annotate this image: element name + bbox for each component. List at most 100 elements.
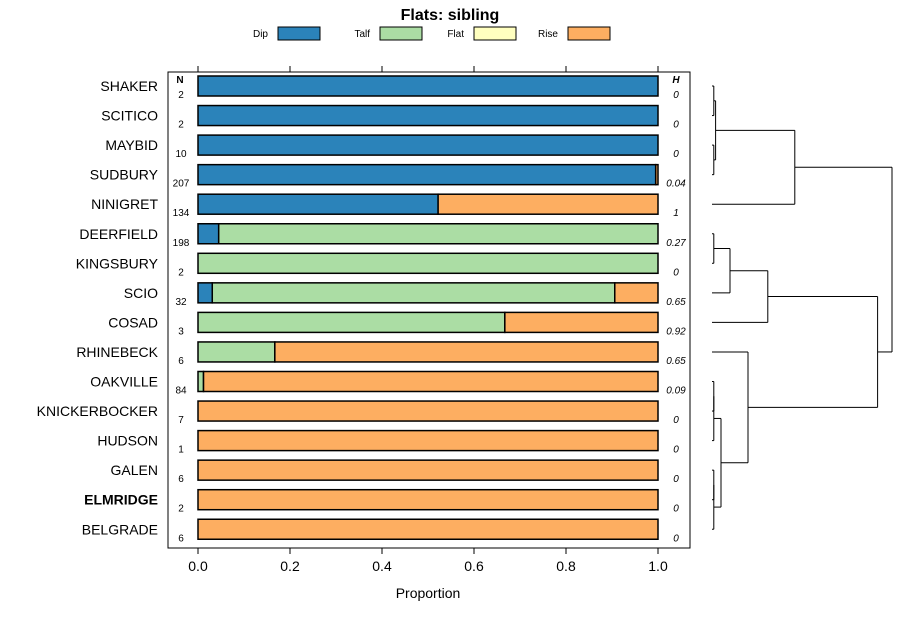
bar-segment-talf [197, 252, 659, 275]
h-value: 0 [673, 120, 679, 131]
n-value: 207 [173, 179, 190, 190]
row-rhinebeck: RHINEBECK 6 0.65 [76, 341, 686, 367]
row-belgrade: BELGRADE 6 0 [82, 518, 679, 544]
row-label: COSAD [108, 314, 158, 330]
row-label: GALEN [111, 462, 158, 478]
legend-swatch-flat [473, 26, 517, 41]
row-oakville: OAKVILLE 84 0.09 [90, 370, 686, 397]
legend-label-talf: Talf [354, 29, 370, 40]
h-value: 0 [673, 267, 679, 278]
legend-swatch-talf [379, 26, 423, 41]
n-value: 2 [178, 90, 184, 101]
x-axis-label: Proportion [396, 585, 461, 601]
bar-segment-rise [197, 488, 659, 511]
legend: Dip Talf Flat Rise [253, 26, 611, 41]
row-label: BELGRADE [82, 521, 158, 537]
bar-segment-rise [197, 459, 659, 481]
row-galen: GALEN 6 0 [111, 459, 679, 485]
n-value: 84 [175, 386, 187, 397]
h-value: 0.09 [666, 386, 686, 397]
x-tick-label: 0.8 [556, 558, 576, 574]
bar-segment-dip [197, 104, 659, 127]
bar-segment-rise [197, 400, 659, 422]
row-knickerbocker: KNICKERBOCKER 7 0 [37, 400, 679, 426]
row-label: NINIGRET [91, 196, 158, 212]
row-label: RHINEBECK [76, 344, 158, 360]
row-label: ELMRIDGE [84, 492, 158, 508]
row-label: KNICKERBOCKER [37, 403, 158, 419]
bar-segment-rise [614, 282, 659, 304]
h-value: 0.04 [666, 179, 686, 190]
bar-segment-dip [197, 163, 657, 186]
row-shaker: SHAKER 2 0 [100, 75, 679, 101]
bar-segment-talf [211, 282, 616, 304]
legend-label-flat: Flat [447, 29, 464, 40]
legend-label-dip: Dip [253, 29, 268, 40]
row-label: SHAKER [100, 78, 158, 94]
bar-segment-rise [274, 341, 659, 363]
bar-segment-dip [197, 282, 214, 304]
top-ticks [197, 66, 659, 72]
x-tick-label: 0.4 [372, 558, 392, 574]
row-label: KINGSBURY [76, 255, 159, 271]
n-value: 6 [178, 474, 184, 485]
bar-segment-talf [197, 311, 506, 334]
row-label: MAYBID [105, 137, 158, 153]
h-value: 0 [673, 90, 679, 101]
n-value: 6 [178, 356, 184, 367]
h-value: 0 [673, 474, 679, 485]
n-value: 7 [178, 415, 184, 426]
bar-segment-rise [654, 163, 659, 186]
bottom-ticks: 0.0 0.2 0.4 0.6 0.8 1.0 [188, 548, 668, 574]
row-hudson: HUDSON 1 0 [97, 429, 679, 456]
row-scitico: SCITICO 2 0 [101, 104, 679, 131]
row-scio: SCIO 32 0.65 [124, 282, 686, 308]
n-value: 3 [178, 326, 184, 337]
bar-segment-dip [197, 75, 659, 97]
h-value: 0 [673, 504, 679, 515]
row-sudbury: SUDBURY 207 0.04 [90, 163, 686, 190]
h-value: 0.65 [666, 297, 686, 308]
row-cosad: COSAD 3 0.92 [108, 311, 686, 337]
row-label: SCITICO [101, 108, 158, 124]
x-tick-label: 0.2 [280, 558, 300, 574]
h-value: 0 [673, 533, 679, 544]
bar-segment-rise [197, 429, 659, 452]
row-label: SUDBURY [90, 167, 159, 183]
n-value: 134 [173, 208, 190, 219]
row-label: OAKVILLE [90, 374, 158, 390]
plot-panel [167, 71, 691, 549]
legend-swatch-rise [567, 26, 611, 41]
h-value: 0.65 [666, 356, 686, 367]
row-maybid: MAYBID 10 0 [105, 134, 679, 160]
x-tick-label: 0.6 [464, 558, 484, 574]
n-value: 10 [175, 149, 187, 160]
row-kingsbury: KINGSBURY 2 0 [76, 252, 679, 278]
row-ninigret: NINIGRET 134 1 [91, 193, 679, 219]
n-header: N [176, 75, 183, 86]
h-header: H [672, 75, 680, 86]
n-value: 1 [178, 445, 184, 456]
bar-segment-rise [197, 518, 659, 540]
n-value: 32 [175, 297, 187, 308]
n-value: 2 [178, 120, 184, 131]
n-value: 6 [178, 533, 184, 544]
h-value: 0.92 [666, 326, 686, 337]
h-value: 1 [673, 208, 679, 219]
bar-segment-rise [202, 370, 659, 393]
legend-label-rise: Rise [538, 29, 558, 40]
row-label: HUDSON [97, 433, 158, 449]
bar-segment-talf [197, 370, 205, 393]
row-deerfield: DEERFIELD 198 0.27 [79, 223, 686, 249]
x-tick-label: 0.0 [188, 558, 208, 574]
chart-title: Flats: sibling [401, 7, 500, 24]
x-tick-label: 1.0 [648, 558, 668, 574]
h-value: 0 [673, 415, 679, 426]
row-label: DEERFIELD [79, 226, 158, 242]
h-value: 0 [673, 149, 679, 160]
bar-segment-dip [197, 193, 439, 215]
bar-segment-dip [197, 134, 659, 156]
bar-segment-dip [197, 223, 220, 245]
